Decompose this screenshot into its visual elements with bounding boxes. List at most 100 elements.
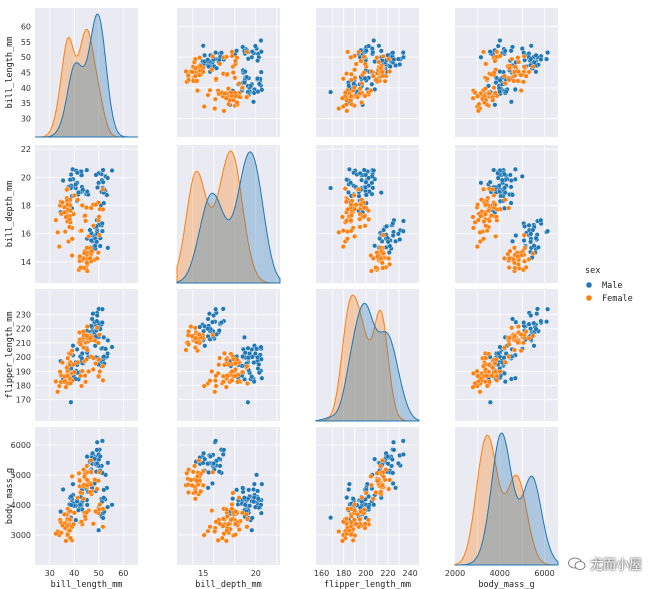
point-female (84, 205, 89, 211)
point-female (236, 81, 242, 87)
point-female (197, 55, 203, 61)
point-female (95, 250, 101, 256)
point-male (497, 344, 503, 350)
point-male (328, 515, 334, 521)
point-male (503, 89, 509, 95)
point-female (244, 363, 250, 369)
point-female (194, 478, 200, 484)
point-female (55, 389, 61, 395)
point-female (60, 360, 65, 366)
point-male (247, 503, 253, 509)
point-female (81, 255, 87, 261)
point-female (244, 516, 250, 522)
point-female (65, 355, 71, 361)
point-female (521, 53, 527, 59)
point-female (186, 489, 191, 495)
point-female (212, 96, 218, 102)
point-female (373, 265, 379, 271)
point-female (88, 469, 94, 475)
point-female (84, 510, 89, 515)
ytick-label: 60 (21, 22, 31, 31)
point-male (68, 493, 74, 499)
point-male (255, 496, 261, 502)
point-female (530, 333, 536, 339)
point-female (483, 61, 489, 67)
point-male (346, 487, 352, 492)
point-male (90, 311, 96, 317)
point-male (512, 166, 518, 172)
ytick-label: 170 (16, 396, 31, 405)
point-female (359, 495, 365, 501)
point-female (79, 383, 84, 389)
point-female (186, 467, 192, 473)
point-male (241, 495, 247, 501)
point-female (84, 324, 90, 330)
point-female (232, 58, 238, 64)
point-male (390, 470, 396, 476)
point-female (348, 213, 354, 219)
point-male (206, 311, 212, 317)
point-female (189, 69, 195, 75)
point-female (374, 253, 380, 259)
point-female (481, 218, 487, 224)
ytick-label: 4000 (11, 501, 31, 510)
point-female (63, 214, 69, 220)
point-female (363, 490, 369, 496)
ylabel-body_mass_g: body_mass_g (5, 468, 15, 524)
point-female (506, 77, 512, 83)
point-female (97, 369, 103, 375)
point-female (493, 233, 499, 239)
ytick-label: 190 (16, 367, 31, 376)
point-female (478, 213, 484, 219)
point-male (242, 69, 248, 75)
point-female (79, 519, 84, 525)
point-male (530, 227, 536, 233)
point-female (186, 77, 191, 83)
point-male (249, 515, 255, 521)
point-male (346, 166, 352, 172)
point-female (387, 69, 393, 75)
point-male (528, 231, 534, 237)
point-male (487, 179, 493, 185)
ytick-label: 22 (21, 145, 31, 154)
point-female (501, 255, 507, 261)
point-female (509, 325, 515, 331)
point-female (232, 508, 238, 514)
point-female (229, 49, 235, 55)
point-male (201, 328, 207, 334)
point-female (79, 228, 84, 234)
point-female (232, 75, 238, 81)
point-male (101, 354, 107, 360)
point-male (371, 168, 377, 173)
point-male (70, 343, 76, 349)
point-male (259, 375, 265, 381)
point-male (68, 502, 74, 508)
point-female (382, 78, 388, 84)
point-female (351, 192, 357, 198)
point-male (73, 181, 79, 187)
xtick-label: 50 (94, 569, 104, 578)
point-male (502, 205, 507, 211)
point-male (60, 178, 66, 183)
point-male (208, 453, 213, 459)
point-female (79, 202, 85, 208)
point-female (201, 383, 207, 389)
point-female (90, 521, 96, 527)
point-male (369, 180, 375, 186)
point-female (357, 91, 363, 96)
point-female (207, 378, 213, 384)
point-male (84, 502, 90, 508)
point-male (202, 343, 208, 349)
point-female (506, 255, 512, 261)
panel-flipper_length_mm-vs-bill_depth_mm (177, 289, 280, 421)
point-male (216, 328, 222, 334)
panel-flipper_length_mm-vs-flipper_length_mm (316, 289, 419, 421)
point-female (509, 56, 515, 62)
point-male (357, 170, 363, 176)
point-female (379, 482, 385, 488)
point-female (233, 366, 238, 372)
point-female (190, 469, 196, 475)
point-female (192, 325, 198, 331)
point-female (502, 197, 508, 203)
ytick-label: 220 (16, 325, 31, 334)
